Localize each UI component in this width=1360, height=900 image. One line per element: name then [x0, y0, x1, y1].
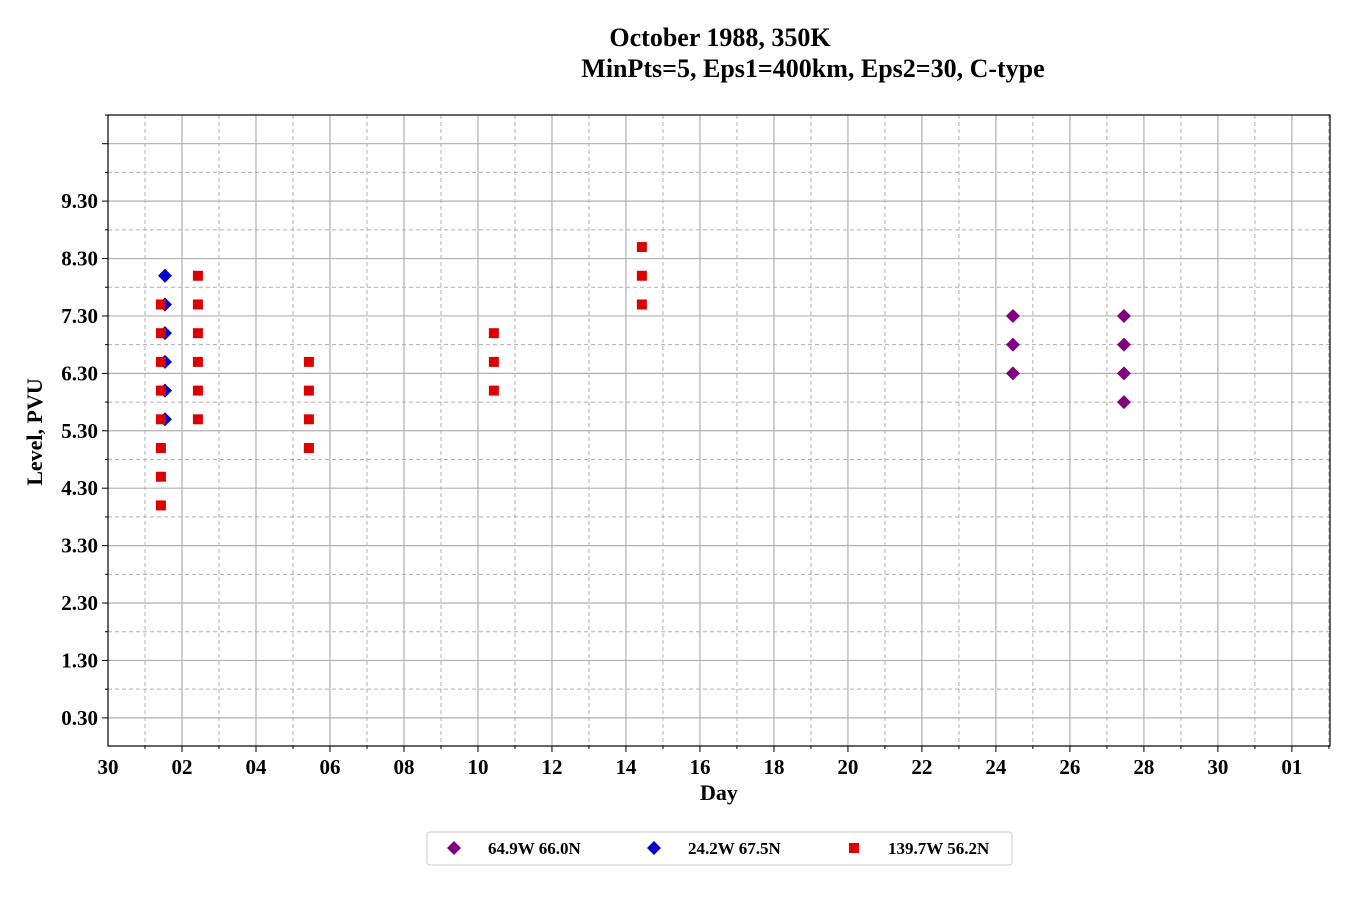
x-tick-label: 30 — [98, 755, 119, 779]
data-point — [1005, 366, 1020, 381]
chart-title: October 1988, 350K — [609, 23, 831, 52]
data-point — [155, 299, 166, 310]
x-tick-label: 01 — [1281, 755, 1302, 779]
y-tick-label: 6.30 — [61, 361, 98, 385]
x-tick-label: 04 — [245, 755, 267, 779]
data-point — [1005, 308, 1020, 323]
x-tick-label: 06 — [319, 755, 340, 779]
legend-marker — [647, 841, 661, 855]
y-tick-label: 8.30 — [61, 247, 98, 271]
data-point — [303, 443, 314, 454]
data-point — [636, 242, 647, 253]
data-point — [192, 356, 203, 367]
data-point — [1116, 366, 1131, 381]
data-point — [488, 328, 499, 339]
x-tick-label: 30 — [1207, 755, 1228, 779]
x-tick-label: 22 — [911, 755, 932, 779]
data-point — [488, 385, 499, 396]
grid — [108, 114, 1330, 746]
data-point — [155, 356, 166, 367]
data-point — [1116, 308, 1131, 323]
y-tick-label: 2.30 — [61, 591, 98, 615]
y-axis-label: Level, PVU — [22, 378, 47, 486]
y-tick-label: 1.30 — [61, 648, 98, 672]
data-point — [192, 328, 203, 339]
y-tick-label: 0.30 — [61, 706, 98, 730]
data-point — [155, 443, 166, 454]
data-point — [636, 299, 647, 310]
data-point — [192, 299, 203, 310]
x-tick-label: 14 — [615, 755, 637, 779]
data-point — [303, 385, 314, 396]
axis-ticks: 30 02 04 06 08 10 12 14 16 18 20 22 24 26 28 30 01 0.30 1.… — [61, 114, 1330, 779]
y-tick-label: 3.30 — [61, 534, 98, 558]
x-axis-label: Day — [700, 780, 738, 805]
data-point — [192, 414, 203, 425]
data-point — [488, 356, 499, 367]
data-point — [1116, 395, 1131, 410]
data-point — [303, 356, 314, 367]
legend: 64.9W 66.0N 24.2W 67.5N 139.7W 56.2N — [426, 831, 1013, 866]
y-tick-label: 5.30 — [61, 419, 98, 443]
data-point — [192, 385, 203, 396]
data-point — [1005, 337, 1020, 352]
y-tick-label: 4.30 — [61, 476, 98, 500]
y-tick-label: 7.30 — [61, 304, 98, 328]
data-point — [192, 270, 203, 281]
data-point — [303, 414, 314, 425]
chart-subtitle: MinPts=5, Eps1=400km, Eps2=30, C-type — [581, 54, 1044, 83]
data-point — [157, 268, 172, 283]
legend-marker — [849, 843, 859, 853]
x-tick-label: 10 — [467, 755, 488, 779]
x-tick-label: 12 — [541, 755, 562, 779]
x-tick-label: 28 — [1133, 755, 1154, 779]
x-tick-label: 02 — [171, 755, 192, 779]
data-point — [636, 270, 647, 281]
x-tick-label: 20 — [837, 755, 858, 779]
plot-frame — [107, 114, 1331, 747]
data-point — [155, 385, 166, 396]
data-point — [155, 414, 166, 425]
x-tick-label: 24 — [985, 755, 1007, 779]
x-tick-label: 16 — [689, 755, 710, 779]
legend-marker — [447, 841, 461, 855]
y-tick-label: 9.30 — [61, 189, 98, 213]
x-tick-label: 08 — [393, 755, 414, 779]
legend-frame — [426, 831, 1013, 866]
legend-label: 64.9W 66.0N — [488, 839, 581, 858]
x-tick-label: 18 — [763, 755, 784, 779]
data-point — [155, 328, 166, 339]
legend-label: 24.2W 67.5N — [688, 839, 781, 858]
data-point — [155, 471, 166, 482]
data-points — [155, 242, 1131, 511]
data-point — [155, 500, 166, 511]
data-point — [1116, 337, 1131, 352]
legend-label: 139.7W 56.2N — [888, 839, 990, 858]
x-tick-label: 26 — [1059, 755, 1080, 779]
